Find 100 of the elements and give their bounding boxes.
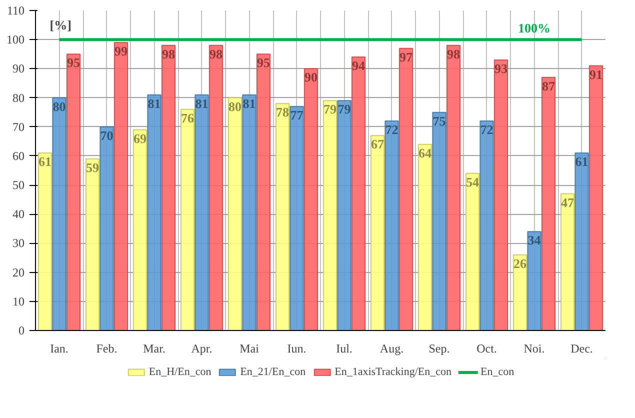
y-tick-label: 20	[12, 265, 24, 280]
legend-label: En_H/En_con	[148, 366, 212, 378]
bar	[66, 54, 81, 330]
bar	[512, 254, 528, 330]
data-label: 34	[528, 232, 542, 248]
bar	[446, 44, 461, 330]
bar	[588, 65, 604, 330]
data-label: 69	[134, 130, 147, 146]
data-label: 93	[494, 60, 508, 76]
data-label: 61	[575, 154, 588, 170]
data-label: 97	[400, 49, 413, 64]
x-tick-label: Mar.	[143, 342, 166, 356]
y-tick-label: 50	[12, 178, 24, 192]
data-label: 79	[324, 102, 337, 117]
bar	[304, 68, 318, 330]
x-tick-label: Dec.	[570, 342, 593, 356]
data-label: 98	[210, 46, 223, 62]
bar	[242, 94, 256, 330]
x-tick-label: Apr.	[191, 342, 212, 356]
data-label: 77	[290, 108, 304, 122]
bar	[560, 193, 575, 330]
data-label: 72	[385, 122, 398, 138]
y-tick-label: 60	[12, 148, 24, 163]
data-label: 81	[195, 96, 208, 111]
data-label: 70	[100, 128, 114, 143]
bar	[275, 103, 290, 330]
data-label: 98	[162, 46, 176, 62]
bar	[398, 48, 414, 330]
bar	[527, 231, 542, 330]
bar	[494, 59, 508, 330]
data-label: 54	[466, 174, 480, 190]
bar	[38, 152, 52, 330]
data-label: 80	[228, 98, 242, 114]
data-label: 59	[86, 160, 100, 175]
y-tick-label: 10	[12, 294, 24, 308]
data-label: 95	[257, 55, 270, 70]
data-label: 78	[276, 104, 290, 120]
x-tick-label: Aug.	[380, 342, 404, 356]
data-label: 80	[52, 98, 66, 114]
bar	[194, 94, 209, 330]
y-tick-label: 80	[12, 90, 24, 105]
annotation: [%]	[50, 18, 72, 32]
bar	[574, 152, 589, 330]
data-label: 26	[514, 256, 527, 271]
data-label: 79	[338, 102, 352, 117]
data-label: 98	[447, 46, 460, 62]
y-tick-label: 90	[12, 62, 24, 76]
y-tick-label: 40	[12, 207, 24, 222]
bar	[541, 76, 556, 330]
bar	[161, 44, 176, 330]
data-label: 76	[181, 110, 194, 126]
bar	[147, 94, 162, 330]
bar	[322, 100, 338, 330]
bar	[180, 108, 195, 330]
y-tick-label: 100	[6, 32, 24, 47]
x-tick-label: Noi.	[524, 342, 545, 356]
y-tick-label: 70	[12, 120, 24, 134]
bar	[52, 97, 66, 330]
data-label: 61	[38, 154, 52, 170]
y-tick-label: 0	[18, 324, 24, 338]
bar	[208, 44, 224, 330]
legend-label: En_con	[480, 366, 514, 378]
x-tick-label: Ian.	[50, 342, 68, 356]
bar	[465, 172, 480, 330]
bar	[432, 112, 446, 330]
data-label: 99	[114, 44, 128, 58]
data-label: 72	[480, 122, 494, 138]
legend-label: En_21/En_con	[240, 366, 306, 378]
x-tick-label: Oct.	[476, 342, 497, 356]
x-tick-label: Feb.	[96, 342, 118, 356]
data-label: 87	[542, 78, 556, 94]
y-tick-label: 30	[12, 236, 24, 250]
data-label: 67	[371, 136, 384, 152]
data-label: 81	[148, 96, 161, 111]
y-tick-label: 110	[6, 4, 25, 18]
data-label: 81	[242, 96, 256, 111]
bar	[132, 129, 148, 330]
bar	[290, 106, 304, 330]
bar	[100, 126, 114, 330]
bar	[337, 100, 352, 330]
bar	[384, 120, 399, 330]
bar	[351, 56, 366, 330]
bar	[418, 144, 432, 330]
bar	[256, 54, 271, 330]
x-tick-label: Iul.	[336, 342, 352, 356]
bar	[370, 135, 385, 330]
bar	[85, 158, 100, 330]
data-label: 90	[304, 70, 318, 85]
x-tick-label: Sep.	[428, 342, 450, 356]
data-label: 100%	[518, 20, 550, 36]
legend-label: En_1axisTracking/En_con	[334, 366, 452, 378]
data-label: 95	[67, 55, 80, 70]
bar	[114, 42, 128, 330]
data-label: 94	[352, 58, 366, 74]
bar	[480, 120, 494, 330]
data-label: 47	[561, 194, 574, 210]
data-label: 91	[590, 66, 602, 82]
data-label: 64	[418, 145, 432, 160]
x-tick-label: Mai	[240, 342, 260, 356]
x-tick-label: Iun.	[287, 342, 306, 356]
